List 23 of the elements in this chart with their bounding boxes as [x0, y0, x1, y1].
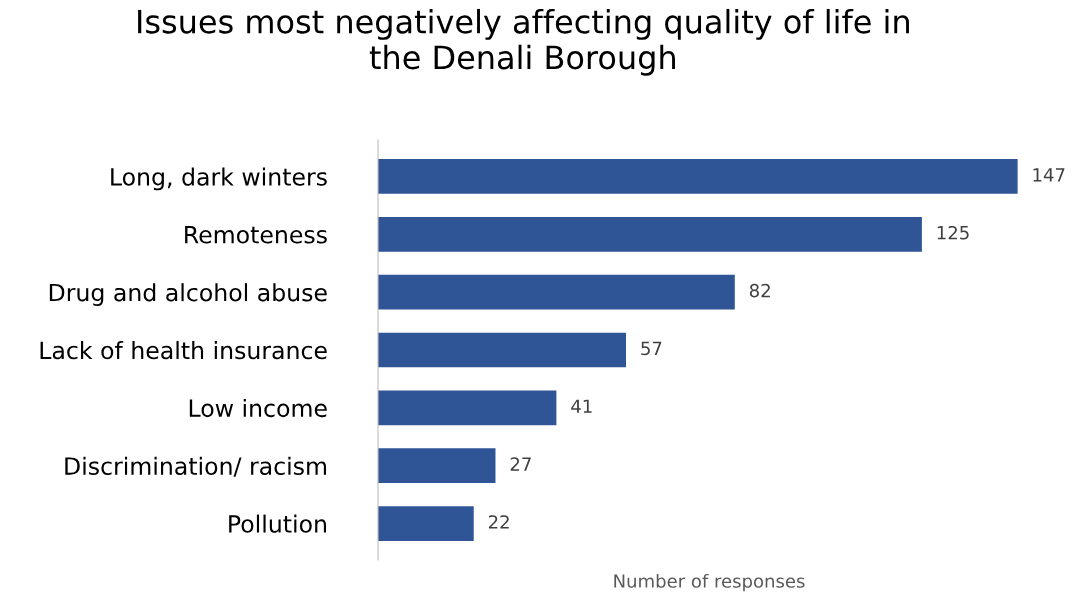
y-tick-label: Long, dark winters: [111, 167, 327, 191]
bar: [378, 332, 627, 368]
y-tick-label: Pollution: [229, 514, 326, 533]
y-tick-label: Lack of health insurance: [40, 341, 327, 360]
data-label: 22: [488, 515, 509, 529]
bar: [378, 506, 474, 541]
y-tick-label: Remoteness: [185, 226, 327, 244]
data-label: 125: [937, 225, 969, 240]
x-axis-title: Number of responses: [614, 573, 805, 592]
data-label: 82: [749, 283, 770, 298]
chart-title: Issues most negatively affecting quality of life in the Denali Borough: [138, 8, 909, 76]
data-label: 27: [510, 457, 531, 471]
bar: [378, 390, 557, 426]
bar: [378, 216, 922, 252]
y-tick-label: Drug and alcohol abuse: [49, 283, 327, 307]
data-label: 41: [571, 399, 592, 413]
y-tick-label: Discrimination/ racism: [65, 456, 327, 477]
bar: [378, 274, 735, 310]
data-label: 147: [1033, 168, 1065, 182]
y-tick-label: Low income: [189, 398, 327, 418]
bar: [378, 448, 496, 484]
data-label: 57: [641, 341, 662, 356]
bar: [378, 159, 1018, 194]
